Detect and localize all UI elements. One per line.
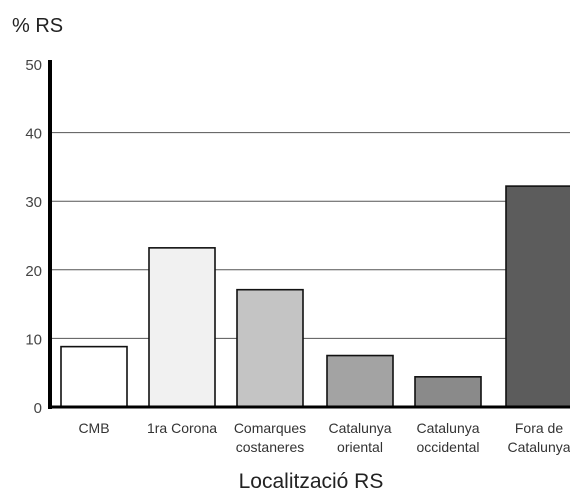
y-tick-label: 10 [25,331,42,348]
y-tick-label: 30 [25,194,42,211]
y-axis-title: % RS [12,15,63,37]
y-tick-labels: 0 10 20 30 40 50 [25,57,42,417]
y-tick-label: 0 [34,400,42,417]
x-axis-title: Localització RS [239,470,384,493]
bar [236,288,304,408]
x-category-label: Fora de Catalunya [507,420,570,455]
bar [505,185,570,408]
x-category-label: Catalunya occidental [416,420,479,455]
axes [48,60,570,409]
y-tick-label: 50 [25,57,42,74]
bar [60,345,128,408]
grid-lines [50,132,570,339]
x-category-label: Comarques costaneres [234,420,306,455]
bar [414,376,482,408]
x-category-labels: CMB 1ra Corona Comarques costaneres Cataluny… [78,420,570,455]
y-tick-label: 40 [25,126,42,143]
y-tick-label: 20 [25,263,42,280]
bars [60,185,570,408]
x-category-label: Catalunya oriental [328,420,391,455]
bar [148,247,216,408]
x-category-label: CMB [78,420,109,436]
x-category-label: 1ra Corona [147,420,217,436]
bar [326,354,394,408]
